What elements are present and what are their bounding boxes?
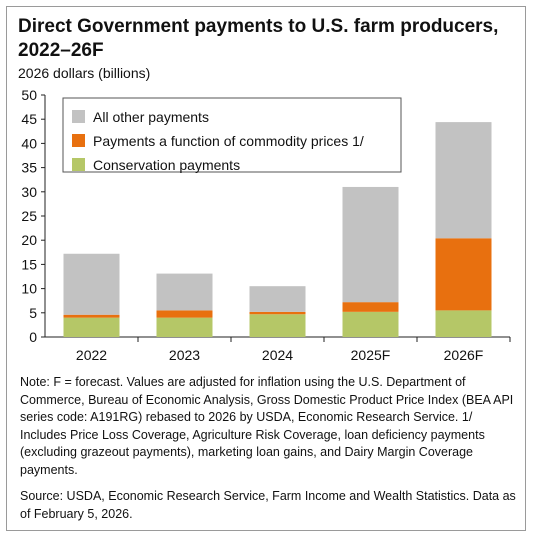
x-tick-label: 2022 xyxy=(76,347,107,363)
y-tick-label: 35 xyxy=(21,160,37,176)
y-tick-label: 5 xyxy=(29,305,37,321)
y-tick-label: 45 xyxy=(21,111,37,127)
bar-segment xyxy=(435,122,492,239)
x-tick-label: 2025F xyxy=(351,347,391,363)
legend-swatch xyxy=(72,134,85,147)
bar-segment xyxy=(156,273,213,311)
chart-title: Direct Government payments to U.S. farm … xyxy=(18,16,499,61)
bars xyxy=(63,122,492,337)
legend-label: Payments a function of commodity prices … xyxy=(93,133,364,149)
x-tick-label: 2023 xyxy=(169,347,200,363)
y-tick-label: 0 xyxy=(29,329,37,345)
bar-segment xyxy=(435,238,492,311)
source-text: Source: USDA, Economic Research Service,… xyxy=(20,489,516,521)
note-text: Note: F = forecast. Values are adjusted … xyxy=(20,375,514,477)
bar-segment xyxy=(156,317,213,337)
axes: 0 5 10 15 20 25 30 35 40 45 50 2022 2023 2024 2025F 202… xyxy=(21,87,511,363)
y-tick-label: 15 xyxy=(21,256,37,272)
bar-segment xyxy=(249,311,306,315)
legend-box xyxy=(62,97,402,173)
y-tick-label: 25 xyxy=(21,208,37,224)
bar-segment xyxy=(249,286,306,312)
x-tick-label: 2024 xyxy=(262,347,293,363)
y-tick-label: 40 xyxy=(21,135,37,151)
legend-label: All other payments xyxy=(93,109,209,125)
legend: All other payments Payments a function of… xyxy=(62,97,402,173)
y-tick-label: 20 xyxy=(21,232,37,248)
bar-segment xyxy=(342,311,399,337)
bar-segment xyxy=(63,314,120,318)
y-tick-label: 30 xyxy=(21,184,37,200)
x-tick-label: 2026F xyxy=(444,347,484,363)
legend-label: Conservation payments xyxy=(93,157,240,173)
y-tick-label: 50 xyxy=(21,87,37,103)
bar-segment xyxy=(342,186,399,303)
notes-block: Note: F = forecast. Values are adjusted … xyxy=(20,374,516,523)
stacked-bar-chart: 0 5 10 15 20 25 30 35 40 45 50 2022 2023 2024 2025F 202… xyxy=(21,87,511,363)
bar-segment xyxy=(63,253,120,315)
legend-swatch xyxy=(72,110,85,123)
bar-segment xyxy=(63,317,120,337)
bar-segment xyxy=(342,302,399,312)
y-axis-unit-label: 2026 dollars (billions) xyxy=(18,65,151,81)
legend-swatch xyxy=(72,158,85,171)
y-tick-label: 10 xyxy=(21,281,37,297)
bar-segment xyxy=(249,314,306,337)
bar-segment xyxy=(156,310,213,318)
bar-segment xyxy=(435,310,492,337)
